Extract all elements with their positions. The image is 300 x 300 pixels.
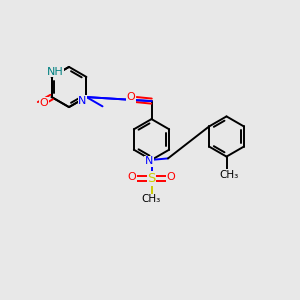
- Text: O: O: [128, 172, 136, 182]
- Text: N: N: [78, 96, 87, 106]
- Text: O: O: [167, 172, 176, 182]
- Text: O: O: [127, 92, 136, 102]
- Text: O: O: [40, 98, 49, 108]
- Text: NH: NH: [47, 67, 64, 76]
- Text: CH₃: CH₃: [142, 194, 161, 205]
- Text: N: N: [145, 156, 153, 166]
- Text: CH₃: CH₃: [219, 169, 238, 180]
- Text: S: S: [147, 172, 156, 185]
